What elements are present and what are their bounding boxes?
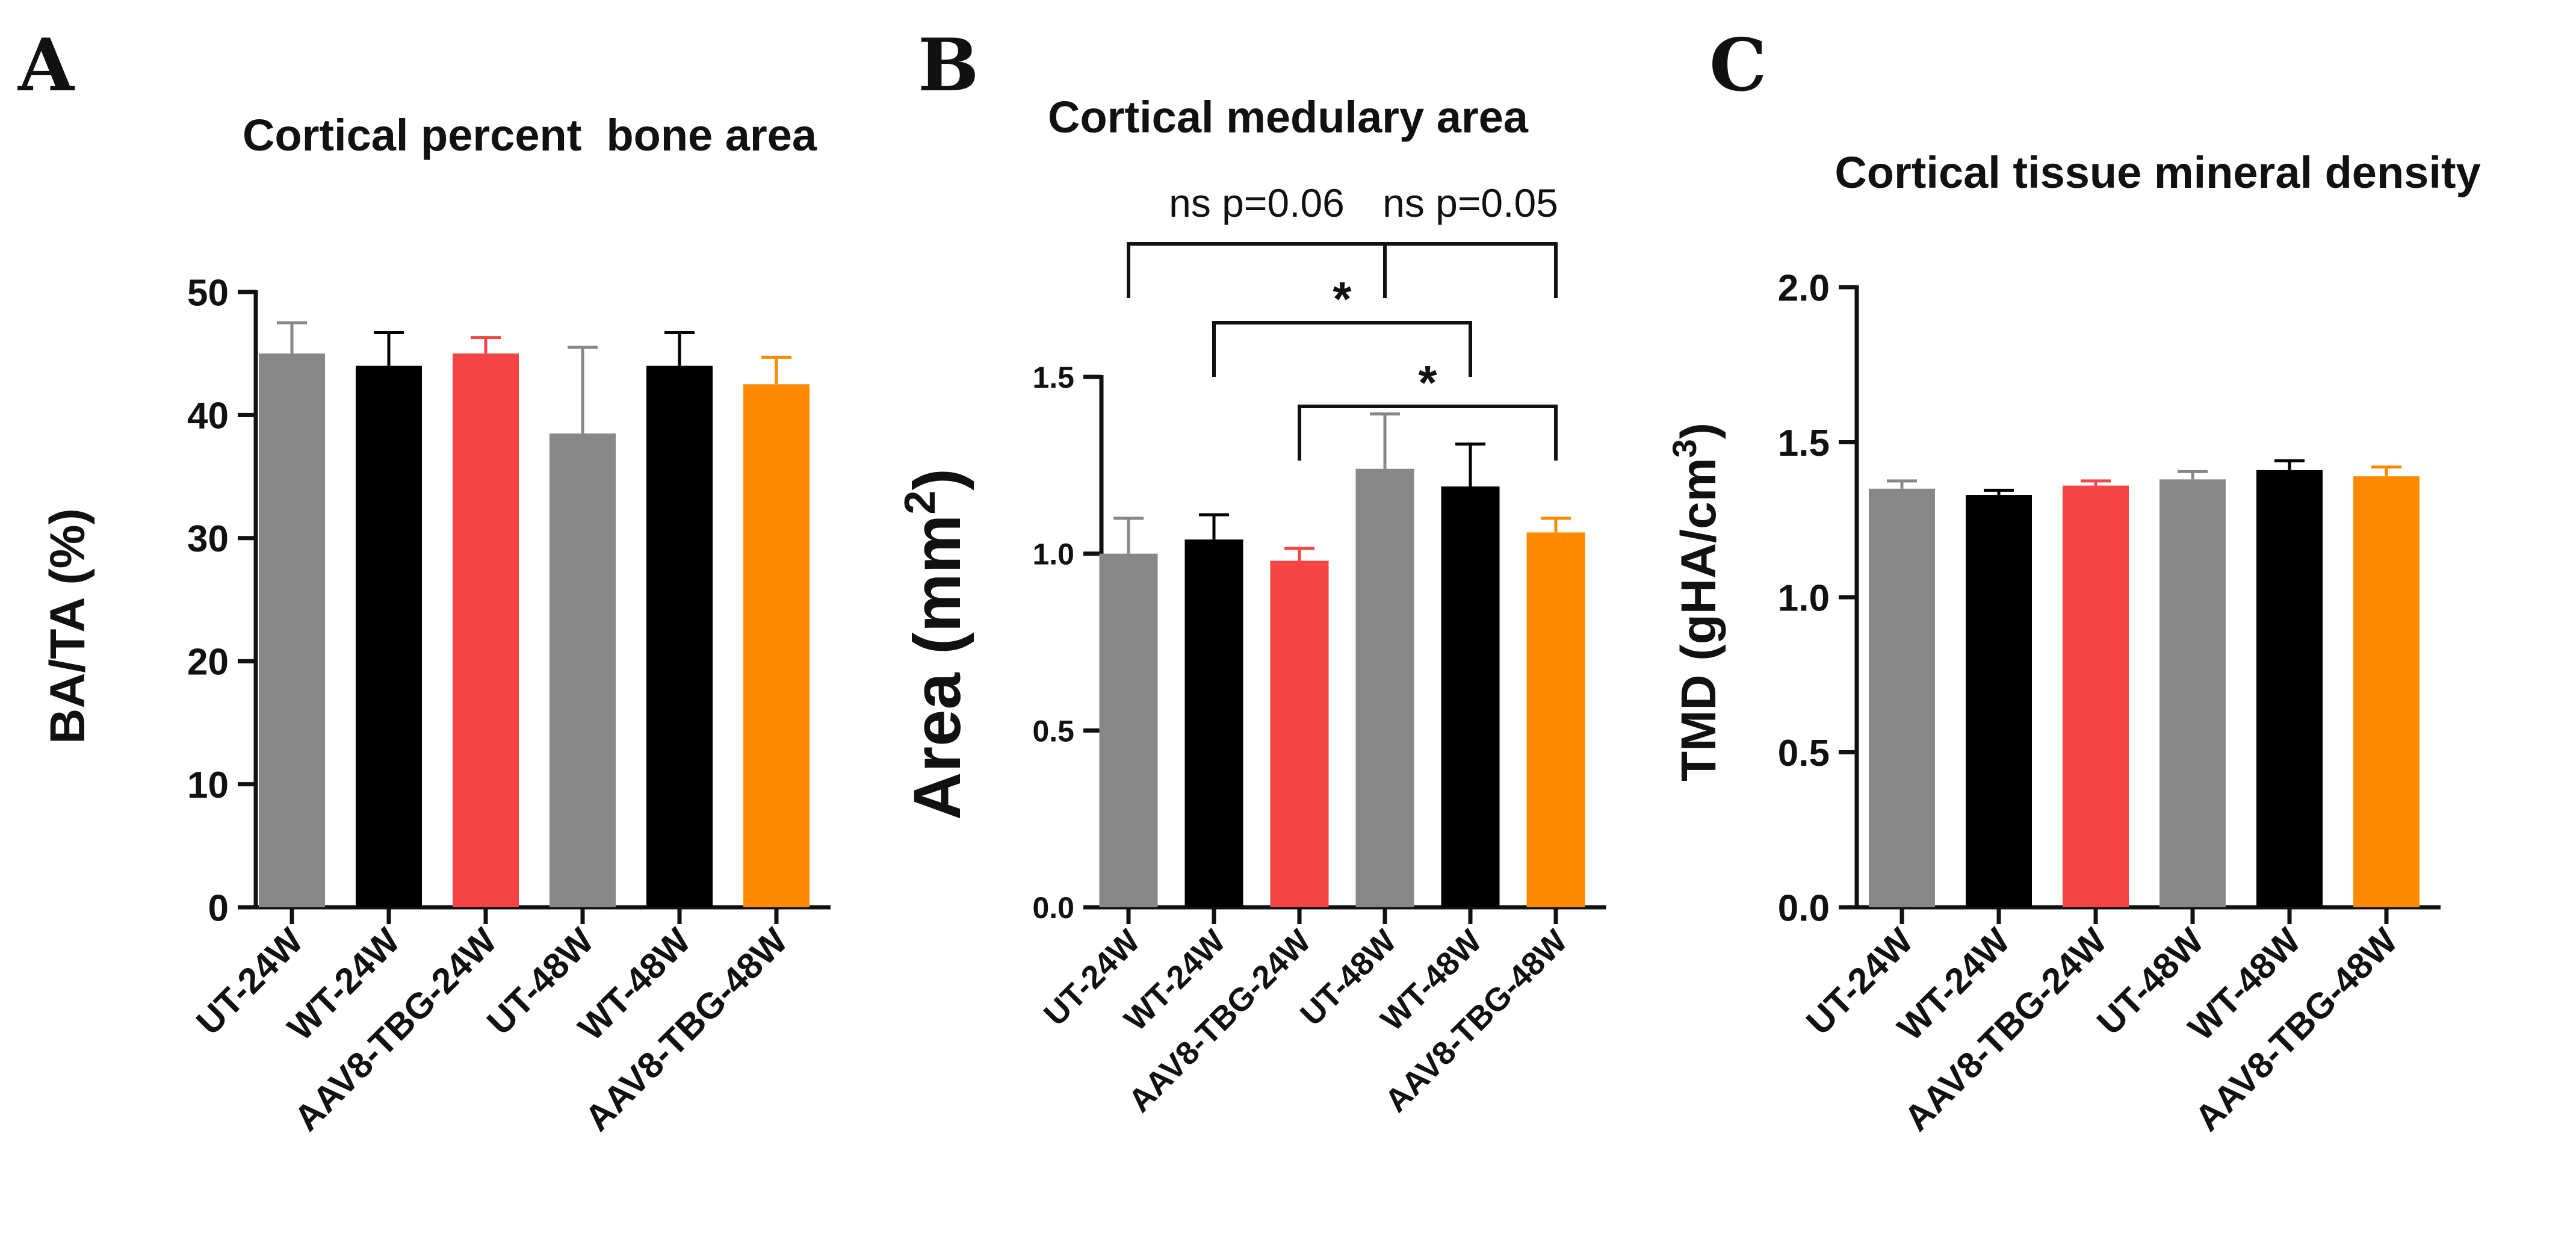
y-tick-label: 40 bbox=[187, 396, 229, 437]
y-tick-label: 30 bbox=[187, 518, 229, 560]
bar-ut-24w bbox=[259, 353, 325, 907]
bar-aav8-tbg-48w bbox=[2353, 476, 2420, 907]
bar-wt-24w bbox=[1966, 495, 2032, 907]
significance-bracket bbox=[1298, 405, 1558, 461]
y-tick-label: 2.0 bbox=[1778, 267, 1830, 309]
panel-a-label: A bbox=[17, 23, 75, 108]
bar-aav8-tbg-48w bbox=[1526, 532, 1585, 907]
y-tick-label: 50 bbox=[187, 272, 229, 314]
bar-wt-48w bbox=[1441, 486, 1500, 907]
y-tick-label: 1.5 bbox=[1032, 361, 1074, 394]
y-tick-label: 10 bbox=[187, 765, 229, 806]
y-tick-label: 1.0 bbox=[1778, 577, 1830, 619]
panel-b-ylabel: Area (mm2) bbox=[896, 468, 974, 820]
bar-aav8-tbg-24w bbox=[453, 353, 519, 907]
panel-b-title: Cortical medulary area bbox=[1048, 92, 1529, 142]
y-tick-label: 1.0 bbox=[1032, 538, 1074, 571]
bar-ut-48w bbox=[1355, 468, 1414, 907]
y-tick-label: 20 bbox=[187, 642, 229, 683]
y-tick-label: 0.0 bbox=[1778, 887, 1830, 929]
significance-label: ns p=0.06 bbox=[1169, 181, 1345, 225]
significance-label: ns p=0.05 bbox=[1382, 181, 1558, 225]
panel-a: A Cortical percent bone area BA/TA (%) 0… bbox=[17, 23, 831, 1138]
panel-b-label: B bbox=[918, 23, 979, 108]
bar-ut-24w bbox=[1869, 488, 1935, 907]
bar-ut-24w bbox=[1099, 553, 1158, 907]
y-tick-label: 0 bbox=[208, 887, 229, 929]
panel-c: C Cortical tissue mineral density TMD (g… bbox=[1665, 23, 2481, 1138]
significance-bracket bbox=[1383, 242, 1558, 298]
y-tick-label: 0.5 bbox=[1032, 714, 1074, 748]
significance-star: * bbox=[1333, 272, 1352, 326]
panel-a-title: Cortical percent bone area bbox=[243, 110, 817, 160]
panel-c-label: C bbox=[1709, 23, 1767, 108]
bar-wt-24w bbox=[356, 365, 422, 907]
panel-c-title: Cortical tissue mineral density bbox=[1834, 147, 2480, 197]
y-tick-label: 1.5 bbox=[1778, 423, 1830, 464]
panel-c-ylabel: TMD (gHA/cm3) bbox=[1665, 423, 1726, 781]
bar-aav8-tbg-24w bbox=[2063, 485, 2129, 907]
bar-aav8-tbg-24w bbox=[1270, 560, 1329, 907]
bar-wt-48w bbox=[2256, 470, 2323, 907]
significance-star: * bbox=[1418, 356, 1437, 409]
bar-ut-48w bbox=[550, 433, 616, 907]
bar-aav8-tbg-48w bbox=[743, 384, 810, 907]
significance-bracket bbox=[1212, 321, 1472, 377]
y-tick-label: 0.0 bbox=[1032, 891, 1074, 925]
bar-ut-48w bbox=[2160, 479, 2226, 907]
panel-b: B Cortical medulary area Area (mm2) 0.0 0… bbox=[896, 23, 1606, 1119]
panel-a-ylabel: BA/TA (%) bbox=[40, 508, 95, 744]
bar-wt-48w bbox=[646, 365, 713, 907]
y-tick-label: 0.5 bbox=[1778, 733, 1830, 774]
bar-wt-24w bbox=[1184, 539, 1243, 907]
